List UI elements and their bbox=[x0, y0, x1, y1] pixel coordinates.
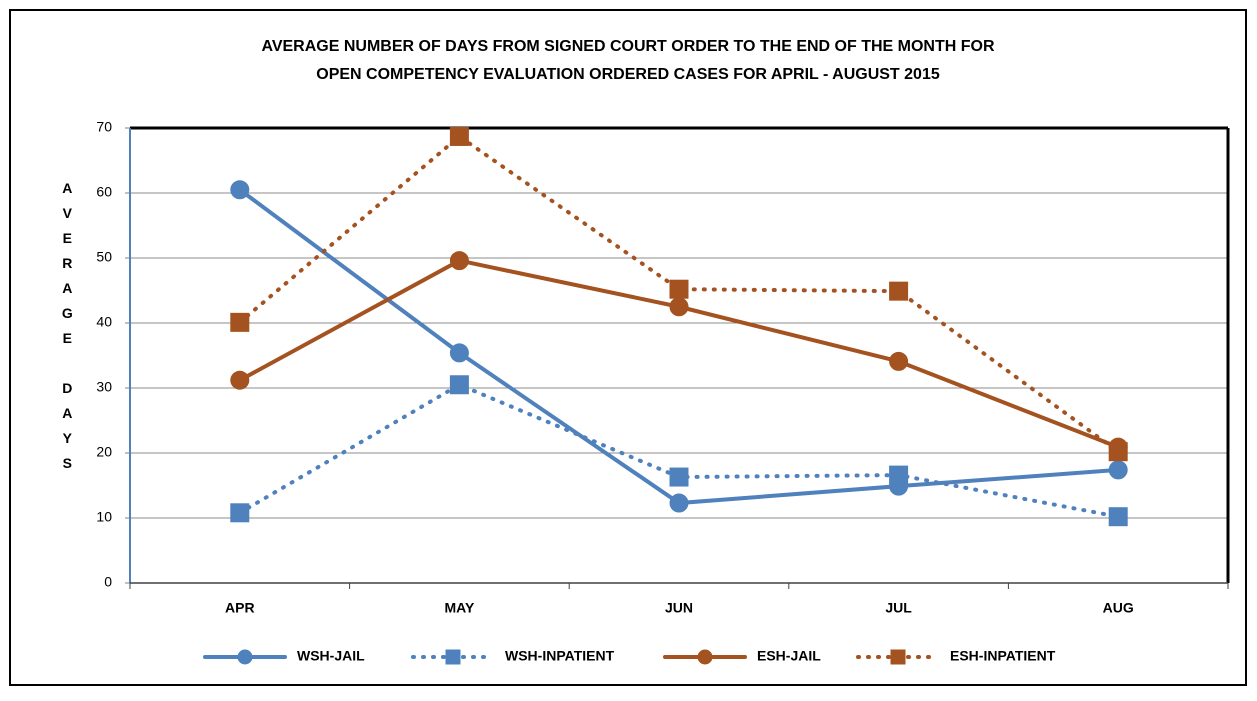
y-axis-label: AVERAGE DAYS bbox=[59, 180, 75, 480]
x-tick-label: AUG bbox=[1103, 600, 1134, 616]
data-point bbox=[1108, 460, 1128, 480]
data-point bbox=[230, 180, 250, 200]
data-point bbox=[449, 343, 469, 363]
legend-label: ESH-JAIL bbox=[757, 648, 821, 664]
data-point bbox=[449, 251, 469, 271]
legend-label: WSH-INPATIENT bbox=[505, 648, 615, 664]
legend-label: ESH-INPATIENT bbox=[950, 648, 1056, 664]
data-point bbox=[1108, 507, 1128, 527]
legend-label: WSH-JAIL bbox=[297, 648, 365, 664]
data-point bbox=[449, 126, 469, 146]
x-tick-label: MAY bbox=[444, 600, 474, 616]
series-line bbox=[237, 133, 1121, 454]
x-tick-label: APR bbox=[225, 600, 255, 616]
data-point bbox=[889, 465, 909, 485]
data-point bbox=[230, 370, 250, 390]
data-point bbox=[669, 467, 689, 487]
data-point bbox=[669, 493, 689, 513]
data-point bbox=[889, 281, 909, 301]
data-point bbox=[230, 312, 250, 332]
y-tick-label: 70 bbox=[96, 119, 112, 135]
x-tick-label: JUN bbox=[665, 600, 693, 616]
legend-marker bbox=[890, 649, 906, 665]
data-point bbox=[889, 351, 909, 371]
data-point bbox=[669, 297, 689, 317]
chart-border bbox=[9, 9, 1247, 686]
y-tick-label: 30 bbox=[96, 379, 112, 395]
legend-marker bbox=[697, 649, 713, 665]
data-point bbox=[449, 375, 469, 395]
x-tick-label: JUL bbox=[885, 600, 912, 616]
y-tick-label: 0 bbox=[104, 574, 112, 590]
data-point bbox=[669, 279, 689, 299]
legend-marker bbox=[445, 649, 461, 665]
y-tick-label: 60 bbox=[96, 184, 112, 200]
y-tick-label: 20 bbox=[96, 444, 112, 460]
chart-title: OPEN COMPETENCY EVALUATION ORDERED CASES… bbox=[316, 66, 940, 83]
y-tick-label: 40 bbox=[96, 314, 112, 330]
data-point bbox=[1108, 442, 1128, 462]
legend-marker bbox=[237, 649, 253, 665]
y-tick-label: 50 bbox=[96, 249, 112, 265]
data-point bbox=[230, 503, 250, 523]
chart-title: AVERAGE NUMBER OF DAYS FROM SIGNED COURT… bbox=[261, 38, 995, 55]
y-tick-label: 10 bbox=[96, 509, 112, 525]
